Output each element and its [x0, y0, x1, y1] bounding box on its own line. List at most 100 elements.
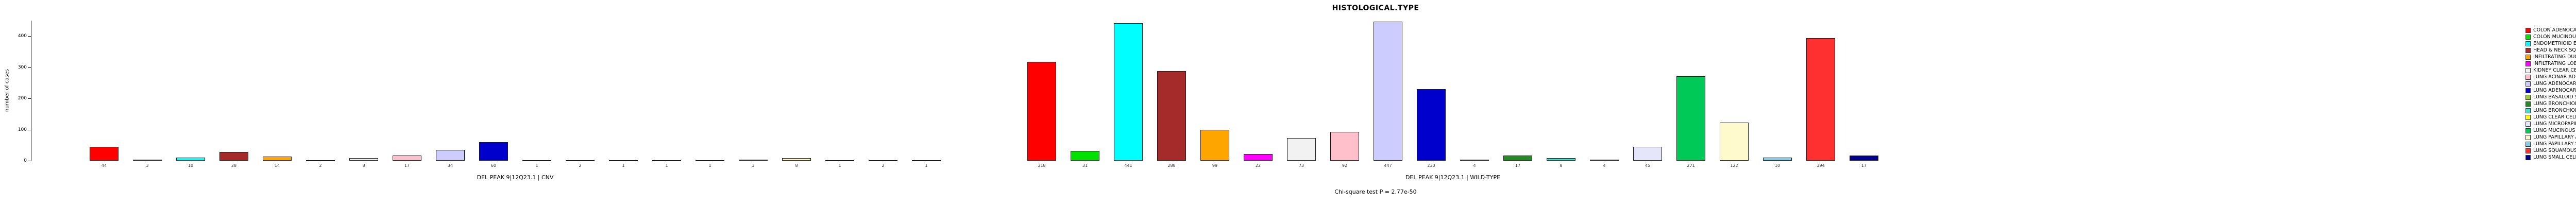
bar-count-label: 2 [882, 163, 885, 168]
bar [1374, 21, 1402, 161]
legend-item: LUNG MUCINOUS ADENOCARCINOMA [2526, 127, 2576, 134]
y-tick-label: 100 [18, 127, 27, 132]
legend-item: INFILTRATING LOBULAR CARCINOMA [2526, 60, 2576, 67]
group-label: DEL PEAK 9|12Q23.1 | CNV [477, 174, 554, 181]
bar-count-label: 17 [1515, 163, 1521, 168]
bar [349, 158, 378, 161]
legend-swatch-icon [2526, 101, 2531, 107]
legend-item: LUNG ACINAR ADENOCARCINOMA [2526, 74, 2576, 80]
bar-count-label: 3 [146, 163, 149, 168]
bar [825, 160, 854, 161]
bar [1417, 89, 1446, 161]
bar-count-label: 122 [1730, 163, 1738, 168]
bar [1330, 132, 1359, 161]
legend-item: LUNG ADENOCARCINOMA MIXED SUBTYPE [2526, 80, 2576, 87]
legend-label: COLON MUCINOUS ADENOCARCINOMA [2533, 34, 2576, 40]
bar [1503, 155, 1532, 161]
bar [90, 147, 118, 161]
legend-label: COLON ADENOCARCINOMA [2533, 27, 2576, 33]
bar-count-label: 17 [404, 163, 410, 168]
legend-swatch-icon [2526, 128, 2531, 133]
bar-count-label: 1 [708, 163, 711, 168]
bar-count-label: 1 [838, 163, 841, 168]
legend-item: ENDOMETRIOID ENDOMETRIAL ADENOCARCINOMA [2526, 40, 2576, 47]
legend-swatch-icon [2526, 134, 2531, 140]
legend-label: LUNG MICROPAPILLARY ADENOCARCINOMA [2533, 121, 2576, 127]
bar [393, 155, 421, 161]
legend-swatch-icon [2526, 114, 2531, 120]
legend-label: LUNG PAPILLARY ADENOCARCINOMA [2533, 134, 2576, 140]
legend-swatch-icon [2526, 47, 2531, 53]
bar-count-label: 271 [1687, 163, 1695, 168]
bar [1287, 138, 1316, 161]
bar-count-label: 2 [579, 163, 582, 168]
bar [1244, 153, 1273, 161]
legend-swatch-icon [2526, 41, 2531, 46]
legend-item: LUNG MICROPAPILLARY ADENOCARCINOMA [2526, 121, 2576, 127]
bar [1850, 155, 1878, 161]
bar [1200, 130, 1229, 161]
bar [263, 156, 292, 161]
bar-count-label: 14 [274, 163, 280, 168]
bar [869, 160, 897, 161]
bar [609, 160, 638, 161]
bar [1590, 159, 1619, 161]
legend-swatch-icon [2526, 141, 2531, 147]
bar [133, 160, 162, 161]
bar [522, 160, 551, 161]
bar [436, 150, 465, 161]
bar-count-label: 318 [1038, 163, 1046, 168]
y-tick-label: 300 [18, 64, 27, 70]
y-tick-label: 200 [18, 96, 27, 101]
bar-count-label: 17 [1861, 163, 1867, 168]
bar-count-label: 230 [1427, 163, 1435, 168]
legend-swatch-icon [2526, 27, 2531, 33]
legend-swatch-icon [2526, 88, 2531, 93]
bar-count-label: 22 [1255, 163, 1261, 168]
bar [1676, 76, 1705, 161]
legend-label: LUNG BRONCHIOLOALVEOLAR CARCINOMA NONMUC… [2533, 108, 2576, 113]
bar-count-label: 60 [490, 163, 497, 168]
legend-swatch-icon [2526, 121, 2531, 127]
legend-item: INFILTRATING DUCTAL CARCINOMA [2526, 54, 2576, 60]
bar-count-label: 441 [1124, 163, 1132, 168]
legend-item: LUNG BRONCHIOLOALVEOLAR CARCINOMA NONMUC… [2526, 107, 2576, 114]
bar [782, 158, 811, 161]
bar [1720, 123, 1749, 161]
legend-label: INFILTRATING LOBULAR CARCINOMA [2533, 61, 2576, 66]
legend-swatch-icon [2526, 94, 2531, 100]
chi-square-caption: Chi-square test P = 2.77e-50 [1334, 188, 1417, 195]
chart-title: HISTOLOGICAL.TYPE [1332, 4, 1419, 12]
legend-swatch-icon [2526, 61, 2531, 66]
bar [1071, 151, 1099, 161]
bar-count-label: 34 [447, 163, 453, 168]
legend-item: LUNG PAPILLARY ADENOCARCINOMA [2526, 134, 2576, 141]
bar-count-label: 10 [1774, 163, 1781, 168]
bar-count-label: 28 [231, 163, 237, 168]
legend-label: LUNG ADENOCARCINOMA- NOT OTHERWISE SPECI… [2533, 88, 2576, 93]
group-label: DEL PEAK 9|12Q23.1 | WILD-TYPE [1405, 174, 1501, 181]
legend-swatch-icon [2526, 74, 2531, 80]
bar-count-label: 3 [752, 163, 755, 168]
legend-swatch-icon [2526, 54, 2531, 60]
bar-count-label: 8 [1560, 163, 1563, 168]
bar-count-label: 288 [1167, 163, 1176, 168]
bar-count-label: 1 [622, 163, 625, 168]
bar-count-label: 447 [1384, 163, 1392, 168]
legend-swatch-icon [2526, 108, 2531, 113]
bar-count-label: 1 [925, 163, 928, 168]
bar-count-label: 92 [1342, 163, 1348, 168]
bar [1633, 146, 1662, 161]
bar [479, 142, 508, 161]
bar [1806, 38, 1835, 161]
bar [1027, 61, 1056, 161]
bar-count-label: 73 [1298, 163, 1304, 168]
